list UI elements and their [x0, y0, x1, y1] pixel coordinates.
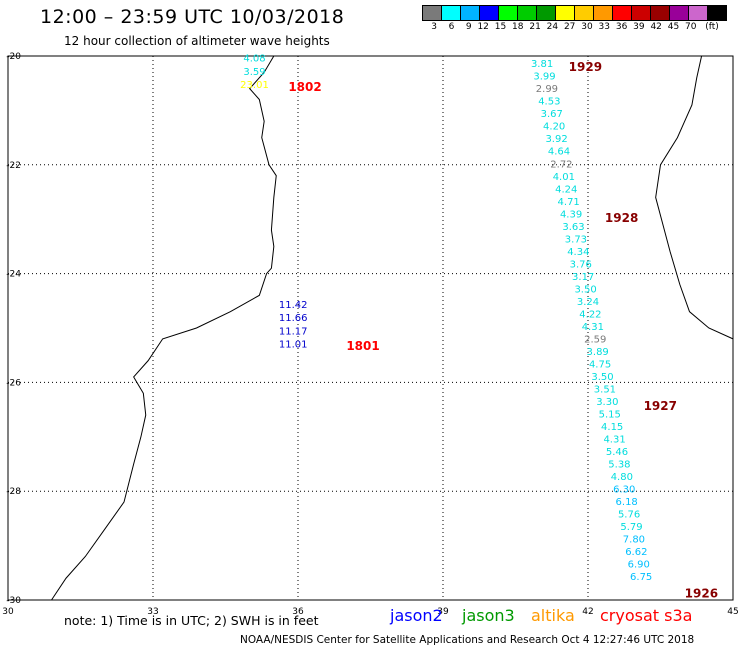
wave-height-value: 11.01	[279, 339, 308, 350]
legend-label: 27	[563, 22, 576, 32]
lat-tick-label: -26	[6, 378, 21, 388]
legend-label: 24	[546, 22, 559, 32]
lat-tick-label: -30	[6, 596, 21, 606]
wave-height-value: 4.20	[543, 122, 565, 133]
lon-tick-label: 39	[437, 607, 449, 617]
wave-height-value: 6.18	[616, 497, 638, 508]
lat-tick-label: -22	[6, 161, 21, 171]
wave-height-value: 5.79	[620, 522, 642, 533]
map-frame	[7, 55, 734, 601]
wave-height-value: 3.73	[565, 234, 587, 245]
legend-label: 6	[448, 22, 455, 32]
wave-height-value: 3.81	[531, 59, 553, 70]
wave-height-value: 5.38	[608, 460, 630, 471]
wave-height-value: 5.76	[618, 510, 640, 521]
lat-tick-label: -24	[6, 270, 21, 280]
legend-label: 33	[598, 22, 610, 32]
satellite-altika: altika	[531, 606, 575, 625]
wave-height-value: 2.99	[536, 84, 558, 95]
footer-note: note: 1) Time is in UTC; 2) SWH is in fe…	[64, 613, 319, 628]
wave-height-value: 3.30	[596, 397, 618, 408]
wave-height-value: 4.80	[611, 472, 633, 483]
lat-tick-label: -28	[6, 487, 21, 497]
map-subtitle: 12 hour collection of altimeter wave hei…	[64, 34, 330, 48]
wave-height-value: 4.31	[603, 435, 625, 446]
wave-height-value: 4.39	[560, 209, 582, 220]
wave-height-value: 11.66	[279, 313, 308, 324]
wave-height-value: 4.34	[567, 247, 589, 258]
wave-height-value: 6.75	[630, 572, 652, 583]
wave-height-value: 4.15	[601, 422, 623, 433]
wave-height-value: 3.51	[594, 384, 616, 395]
wave-height-value: 6.30	[613, 485, 635, 496]
wave-height-value: 3.63	[562, 222, 584, 233]
wave-height-value: 3.76	[570, 259, 592, 270]
legend-label: 12	[477, 22, 489, 32]
legend-unit: (ft)	[705, 22, 719, 32]
satellite-jason3: jason3	[462, 606, 515, 625]
wave-height-value: 3.89	[587, 347, 609, 358]
wave-height-value: 11.42	[279, 300, 308, 311]
pass-number-label: 1929	[569, 60, 602, 74]
wave-height-value: 4.22	[579, 309, 601, 320]
wave-height-value: 4.31	[582, 322, 604, 333]
wave-height-value: 7.80	[623, 535, 645, 546]
legend-label: 15	[494, 22, 507, 32]
wave-height-value: 6.90	[628, 560, 650, 571]
satellite-jason2: jason2	[390, 606, 443, 625]
legend-label: 30	[581, 22, 593, 32]
color-legend	[422, 5, 727, 21]
wave-height-value: 23.01	[240, 80, 269, 91]
wave-height-value: 4.01	[553, 172, 575, 183]
lon-tick-label: 33	[147, 607, 158, 617]
satellite-cryosat-s3a: cryosat s3a	[600, 606, 693, 625]
wave-height-value: 6.62	[625, 547, 647, 558]
legend-label: 45	[667, 22, 680, 32]
lon-tick-label: 30	[2, 607, 14, 617]
legend-label: 3	[431, 22, 437, 32]
pass-number-label: 1801	[346, 339, 379, 353]
wave-height-value: 2.72	[550, 159, 572, 170]
africa-coastline	[51, 55, 277, 601]
wave-height-value: 4.64	[548, 147, 570, 158]
legend-label: 39	[633, 22, 645, 32]
pass-number-label: 1928	[605, 211, 638, 225]
pass-number-label: 1802	[288, 80, 321, 94]
wave-height-value: 3.50	[574, 284, 596, 295]
wave-height-value: 4.53	[538, 97, 560, 108]
wave-height-value: 3.24	[577, 297, 599, 308]
legend-label: 42	[650, 22, 662, 32]
pass-number-label: 1926	[685, 586, 718, 600]
wave-height-value: 3.67	[541, 109, 563, 120]
wave-height-value: 3.59	[243, 67, 265, 78]
wave-height-value: 11.17	[279, 326, 308, 337]
wave-height-value: 3.92	[545, 134, 567, 145]
wave-height-value: 4.75	[589, 359, 611, 370]
wave-height-value: 5.15	[599, 409, 621, 420]
pass-number-label: 1927	[644, 399, 677, 413]
wave-height-value: 3.99	[533, 72, 555, 83]
credit-line: NOAA/NESDIS Center for Satellite Applica…	[240, 634, 695, 646]
lat-tick-label: -20	[6, 52, 21, 62]
legend-swatch	[707, 5, 727, 21]
legend-label: 70	[685, 22, 697, 32]
wave-height-value: 2.59	[584, 334, 606, 345]
wave-height-value: 4.08	[243, 54, 265, 65]
lon-tick-label: 36	[292, 607, 304, 617]
wave-height-value: 3.50	[591, 372, 613, 383]
legend-label: 36	[615, 22, 628, 32]
legend-label: 18	[512, 22, 524, 32]
madagascar-coastline	[655, 55, 734, 340]
wave-height-value: 3.17	[572, 272, 594, 283]
lon-tick-label: 42	[582, 607, 593, 617]
wave-height-value: 5.46	[606, 447, 628, 458]
legend-label: 9	[465, 22, 472, 32]
legend-label: 21	[529, 22, 541, 32]
lon-tick-label: 45	[727, 607, 738, 617]
map-title: 12:00 – 23:59 UTC 10/03/2018	[40, 6, 345, 28]
wave-height-value: 4.71	[558, 197, 580, 208]
wave-height-value: 4.24	[555, 184, 577, 195]
